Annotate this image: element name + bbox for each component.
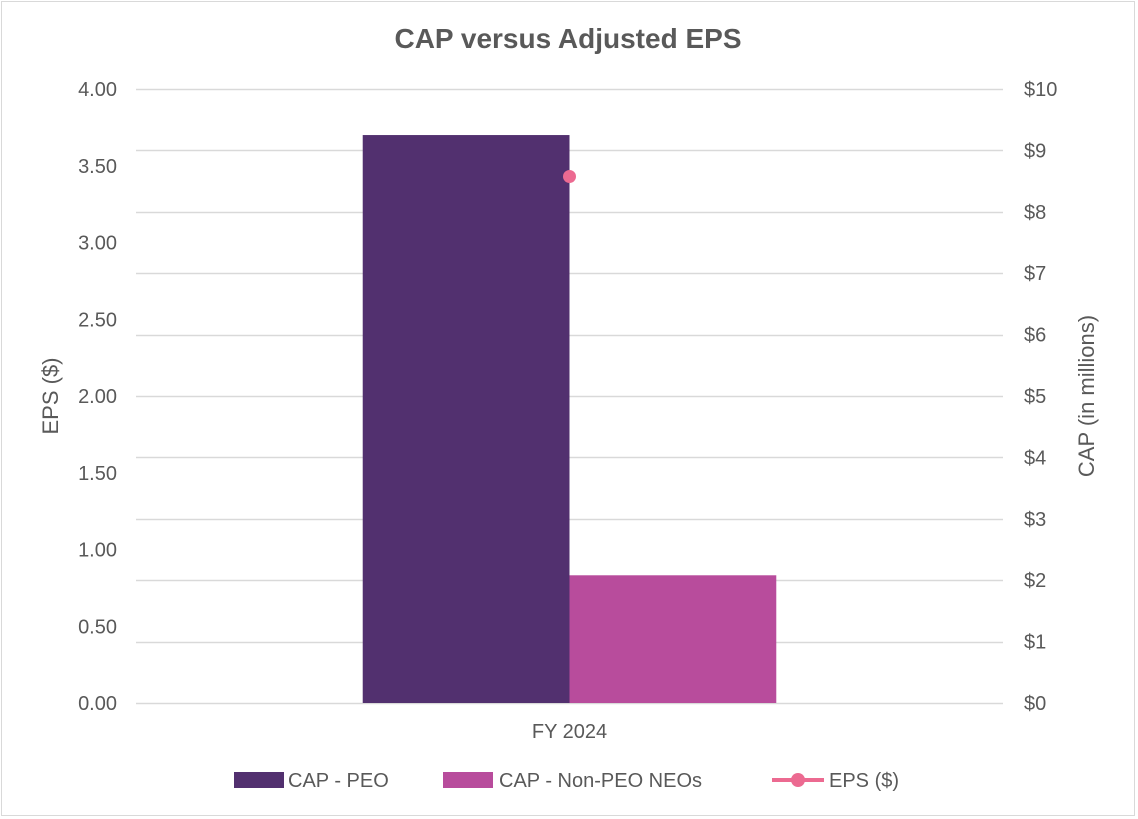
legend-marker bbox=[791, 773, 805, 787]
right-tick-label: $1 bbox=[1024, 632, 1046, 654]
right-tick-label: $5 bbox=[1024, 386, 1046, 408]
right-axis-title: CAP (in millions) bbox=[1074, 315, 1099, 477]
bar-cap-peo bbox=[362, 135, 570, 704]
left-axis-title: EPS ($) bbox=[38, 357, 63, 434]
eps-markers bbox=[563, 169, 576, 183]
right-tick-label: $6 bbox=[1024, 325, 1046, 347]
legend-swatch bbox=[443, 772, 493, 788]
chart-title: CAP versus Adjusted EPS bbox=[394, 23, 741, 54]
legend-label: EPS ($) bbox=[829, 770, 899, 792]
right-tick-label: $2 bbox=[1024, 570, 1046, 592]
left-tick-label: 3.00 bbox=[78, 233, 117, 255]
left-axis-ticks: 0.00 0.50 1.00 1.50 2.00 2.50 3.00 3.50 4.00 bbox=[78, 79, 117, 715]
right-tick-label: $3 bbox=[1024, 509, 1046, 531]
legend-label: CAP - PEO bbox=[288, 770, 389, 792]
right-tick-label: $7 bbox=[1024, 263, 1046, 285]
left-tick-label: 2.00 bbox=[78, 386, 117, 408]
left-tick-label: 3.50 bbox=[78, 156, 117, 178]
bar-cap-non-peo-neos bbox=[569, 575, 777, 703]
right-tick-label: $8 bbox=[1024, 202, 1046, 224]
eps-marker bbox=[563, 169, 576, 183]
legend: CAP - PEO CAP - Non-PEO NEOs EPS ($) bbox=[234, 770, 899, 792]
legend-swatch bbox=[234, 772, 284, 788]
left-tick-label: 4.00 bbox=[78, 79, 117, 101]
right-tick-label: $10 bbox=[1024, 79, 1057, 101]
left-tick-label: 0.00 bbox=[78, 693, 117, 715]
right-tick-label: $0 bbox=[1024, 693, 1046, 715]
right-tick-label: $9 bbox=[1024, 140, 1046, 162]
left-tick-label: 1.50 bbox=[78, 463, 117, 485]
right-axis-ticks: $0 $1 $2 $3 $4 $5 $6 $7 $8 $9 $10 bbox=[1024, 79, 1057, 715]
right-tick-label: $4 bbox=[1024, 447, 1046, 469]
left-tick-label: 2.50 bbox=[78, 309, 117, 331]
bars bbox=[362, 135, 777, 704]
x-axis-label: FY 2024 bbox=[532, 721, 607, 743]
x-axis-labels: FY 2024 bbox=[532, 721, 607, 743]
left-tick-label: 1.00 bbox=[78, 540, 117, 562]
legend-label: CAP - Non-PEO NEOs bbox=[499, 770, 702, 792]
left-tick-label: 0.50 bbox=[78, 616, 117, 638]
